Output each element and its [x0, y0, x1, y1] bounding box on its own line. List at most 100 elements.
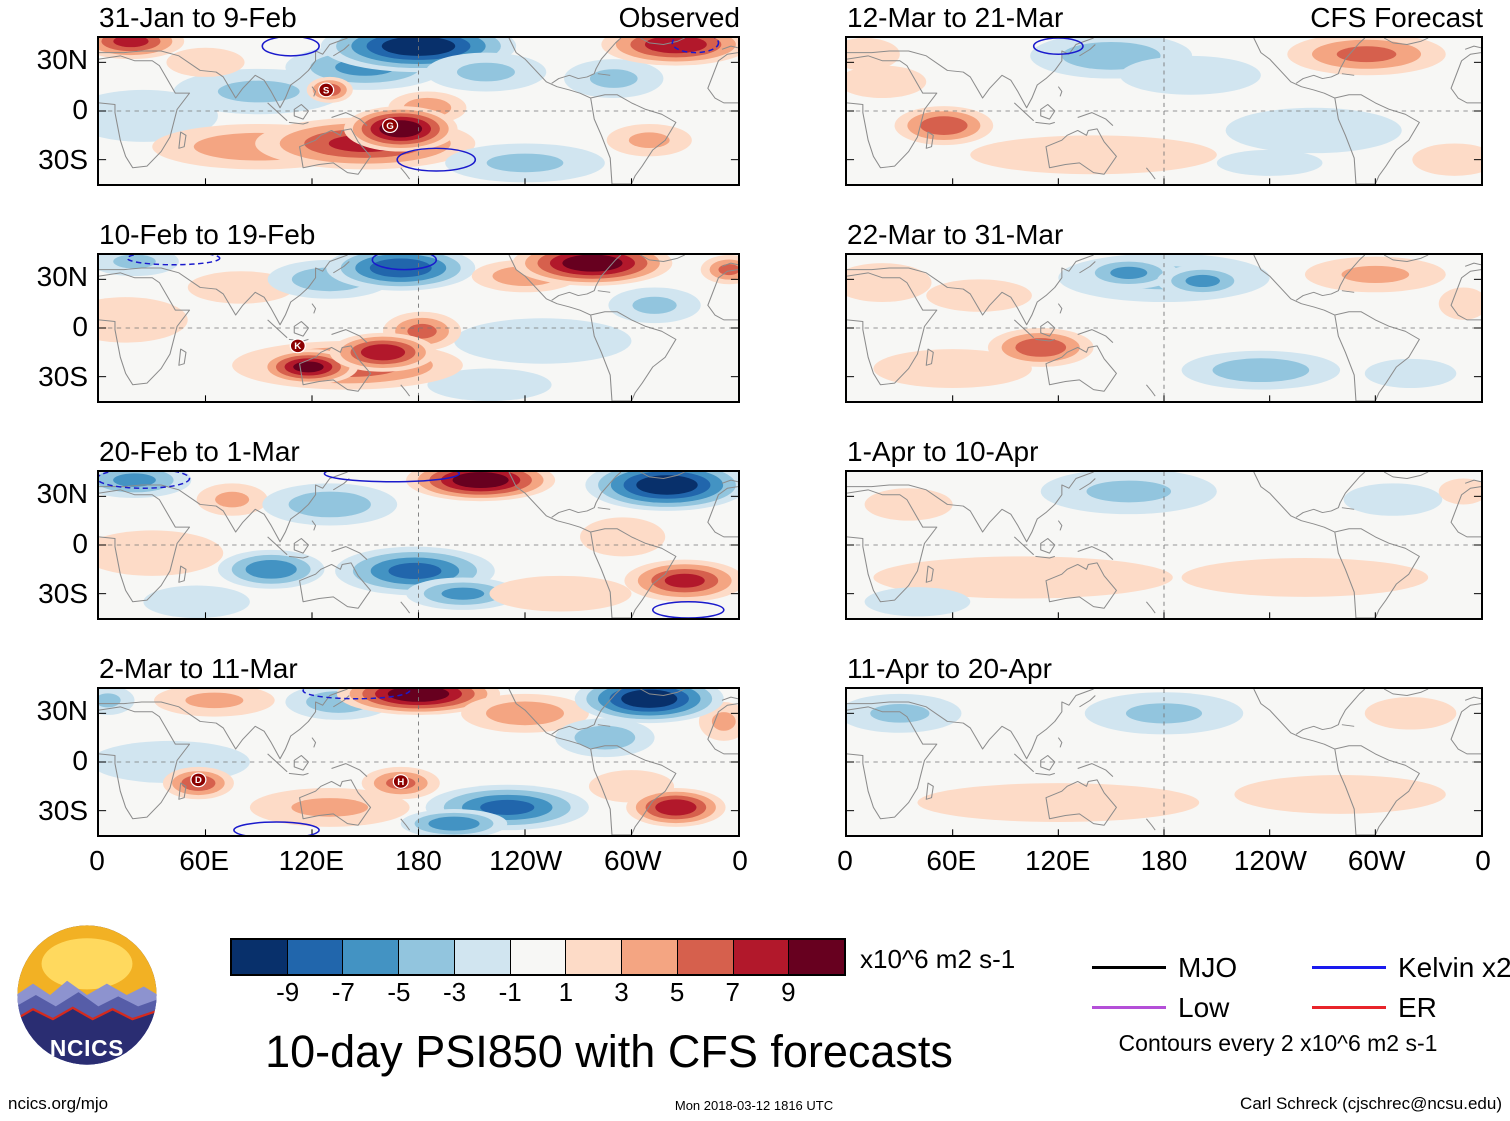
anomaly-field: [864, 472, 1481, 617]
x-tick-label: 60W: [604, 845, 662, 876]
colorbar-segment: [453, 940, 510, 974]
logo-text: NCICS: [50, 1035, 124, 1061]
colorbar-segment: [788, 940, 845, 974]
storm-marker-H: H: [392, 774, 409, 789]
y-tick-label: 30S: [38, 144, 88, 175]
colorbar-segment: [286, 940, 343, 974]
colorbar-segment: [621, 940, 677, 974]
anomaly-map-1-apr-to-10-apr: [847, 472, 1481, 618]
colorbar-segment: [565, 940, 622, 974]
svg-text:H: H: [397, 777, 404, 787]
x-tick-label: 60E: [926, 845, 977, 876]
x-tick-label: 0: [1475, 845, 1491, 876]
anomaly-map-10-feb-to-19-feb: K: [99, 255, 738, 401]
legend-label-low: Low: [1178, 992, 1230, 1023]
wave-contour: [671, 38, 720, 54]
x-tick-label: 0: [732, 845, 748, 876]
anomaly-map-12-mar-to-21-mar: [847, 38, 1481, 184]
colorbar-tick-label: -5: [387, 977, 411, 1007]
x-tick-label: 120W: [489, 845, 563, 876]
anomaly-field: [99, 255, 738, 401]
y-tick-label: 30N: [36, 44, 88, 75]
colorbar-tick-label: 3: [614, 977, 629, 1007]
wave-contour: [396, 147, 477, 172]
x-tick-label: 180: [1140, 845, 1188, 876]
wave-contour: [652, 601, 725, 618]
storm-marker-S: S: [318, 82, 335, 98]
anomaly-map-20-feb-to-1-mar: [99, 472, 738, 618]
anomaly-field: [847, 255, 1481, 390]
wave-contour: [371, 255, 438, 271]
anomaly-field: [99, 38, 738, 183]
colorbar-segment: [732, 940, 789, 974]
map-panel-12-mar-to-21-mar: [845, 36, 1483, 186]
anomaly-field: [847, 692, 1457, 823]
panel-title: 1-Apr to 10-Apr: [847, 436, 1039, 467]
ncics-logo: NCICS: [17, 925, 157, 1065]
x-tick-label: 120E: [278, 845, 345, 876]
footer-site-link: ncics.org/mjo: [8, 1094, 109, 1113]
logo-ridge-line: [17, 1006, 157, 1021]
anomaly-map-11-apr-to-20-apr: [847, 689, 1481, 835]
colorbar-segment: [676, 940, 733, 974]
panel-title: 11-Apr to 20-Apr: [847, 653, 1052, 684]
footer-timestamp: Mon 2018-03-12 1816 UTC: [674, 1098, 834, 1113]
colorbar-unit-label: x10^6 m2 s-1: [860, 944, 1016, 974]
footer-credit: Carl Schreck (cjschrec@ncsu.edu): [1240, 1094, 1502, 1113]
colorbar: [230, 938, 846, 976]
svg-text:S: S: [323, 86, 330, 96]
colorbar-tick-label: -3: [442, 977, 467, 1007]
figure-title: 10-day PSI850 with CFS forecasts: [265, 1026, 953, 1077]
x-tick-label: 0: [89, 845, 105, 876]
colorbar-tick-label: 5: [669, 977, 685, 1007]
panel-title: 20-Feb to 1-Mar: [99, 436, 300, 467]
x-tick-label: 0: [837, 845, 853, 876]
y-tick-label: 30N: [36, 695, 88, 726]
svg-text:D: D: [195, 776, 202, 786]
colorbar-tick-label: 1: [558, 977, 574, 1007]
y-tick-label: 0: [72, 311, 88, 342]
storm-marker-G: G: [382, 118, 399, 133]
map-panel-10-feb-to-19-feb: K: [97, 253, 740, 403]
x-tick-label: 60E: [179, 845, 230, 876]
column-header-cfs-forecast: CFS Forecast: [1310, 2, 1483, 33]
anomaly-map-22-mar-to-31-mar: [847, 255, 1481, 401]
legend-label-mjo: MJO: [1178, 952, 1238, 983]
anomaly-field: [847, 38, 1481, 176]
x-tick-label: 120E: [1024, 845, 1091, 876]
panel-title: 2-Mar to 11-Mar: [99, 653, 298, 684]
colorbar-tick-label: -9: [276, 977, 300, 1007]
logo-sun-glow: [41, 938, 133, 990]
x-tick-label: 120W: [1233, 845, 1307, 876]
y-tick-label: 30S: [38, 361, 88, 392]
logo-mountains-front: [17, 1007, 157, 1065]
legend-line-low: [1092, 1006, 1166, 1009]
map-panel-1-apr-to-10-apr: [845, 470, 1483, 620]
y-tick-label: 0: [72, 528, 88, 559]
y-tick-label: 30N: [36, 478, 88, 509]
colorbar-segment: [509, 940, 566, 974]
colorbar-tick-label: 9: [781, 977, 796, 1007]
wave-contour: [233, 821, 320, 835]
storm-marker-K: K: [289, 338, 306, 354]
svg-text:K: K: [294, 342, 301, 352]
colorbar-tick-label: 7: [725, 977, 740, 1007]
x-tick-label: 60W: [1347, 845, 1406, 876]
legend-line-mjo: [1092, 966, 1166, 969]
x-tick-label: 180: [395, 845, 442, 876]
panel-title: 31-Jan to 9-Feb: [99, 2, 297, 33]
panel-title: 10-Feb to 19-Feb: [99, 219, 316, 250]
y-tick-label: 0: [72, 94, 88, 125]
legend-line-er: [1312, 1006, 1386, 1009]
wave-contour: [99, 472, 191, 489]
anomaly-map-31-jan-to-9-feb: SG: [99, 38, 738, 184]
storm-marker-D: D: [190, 772, 207, 788]
wave-contour: [261, 38, 320, 57]
colorbar-segment: [232, 940, 287, 974]
y-tick-label: 0: [72, 745, 88, 776]
colorbar-segment: [398, 940, 454, 974]
